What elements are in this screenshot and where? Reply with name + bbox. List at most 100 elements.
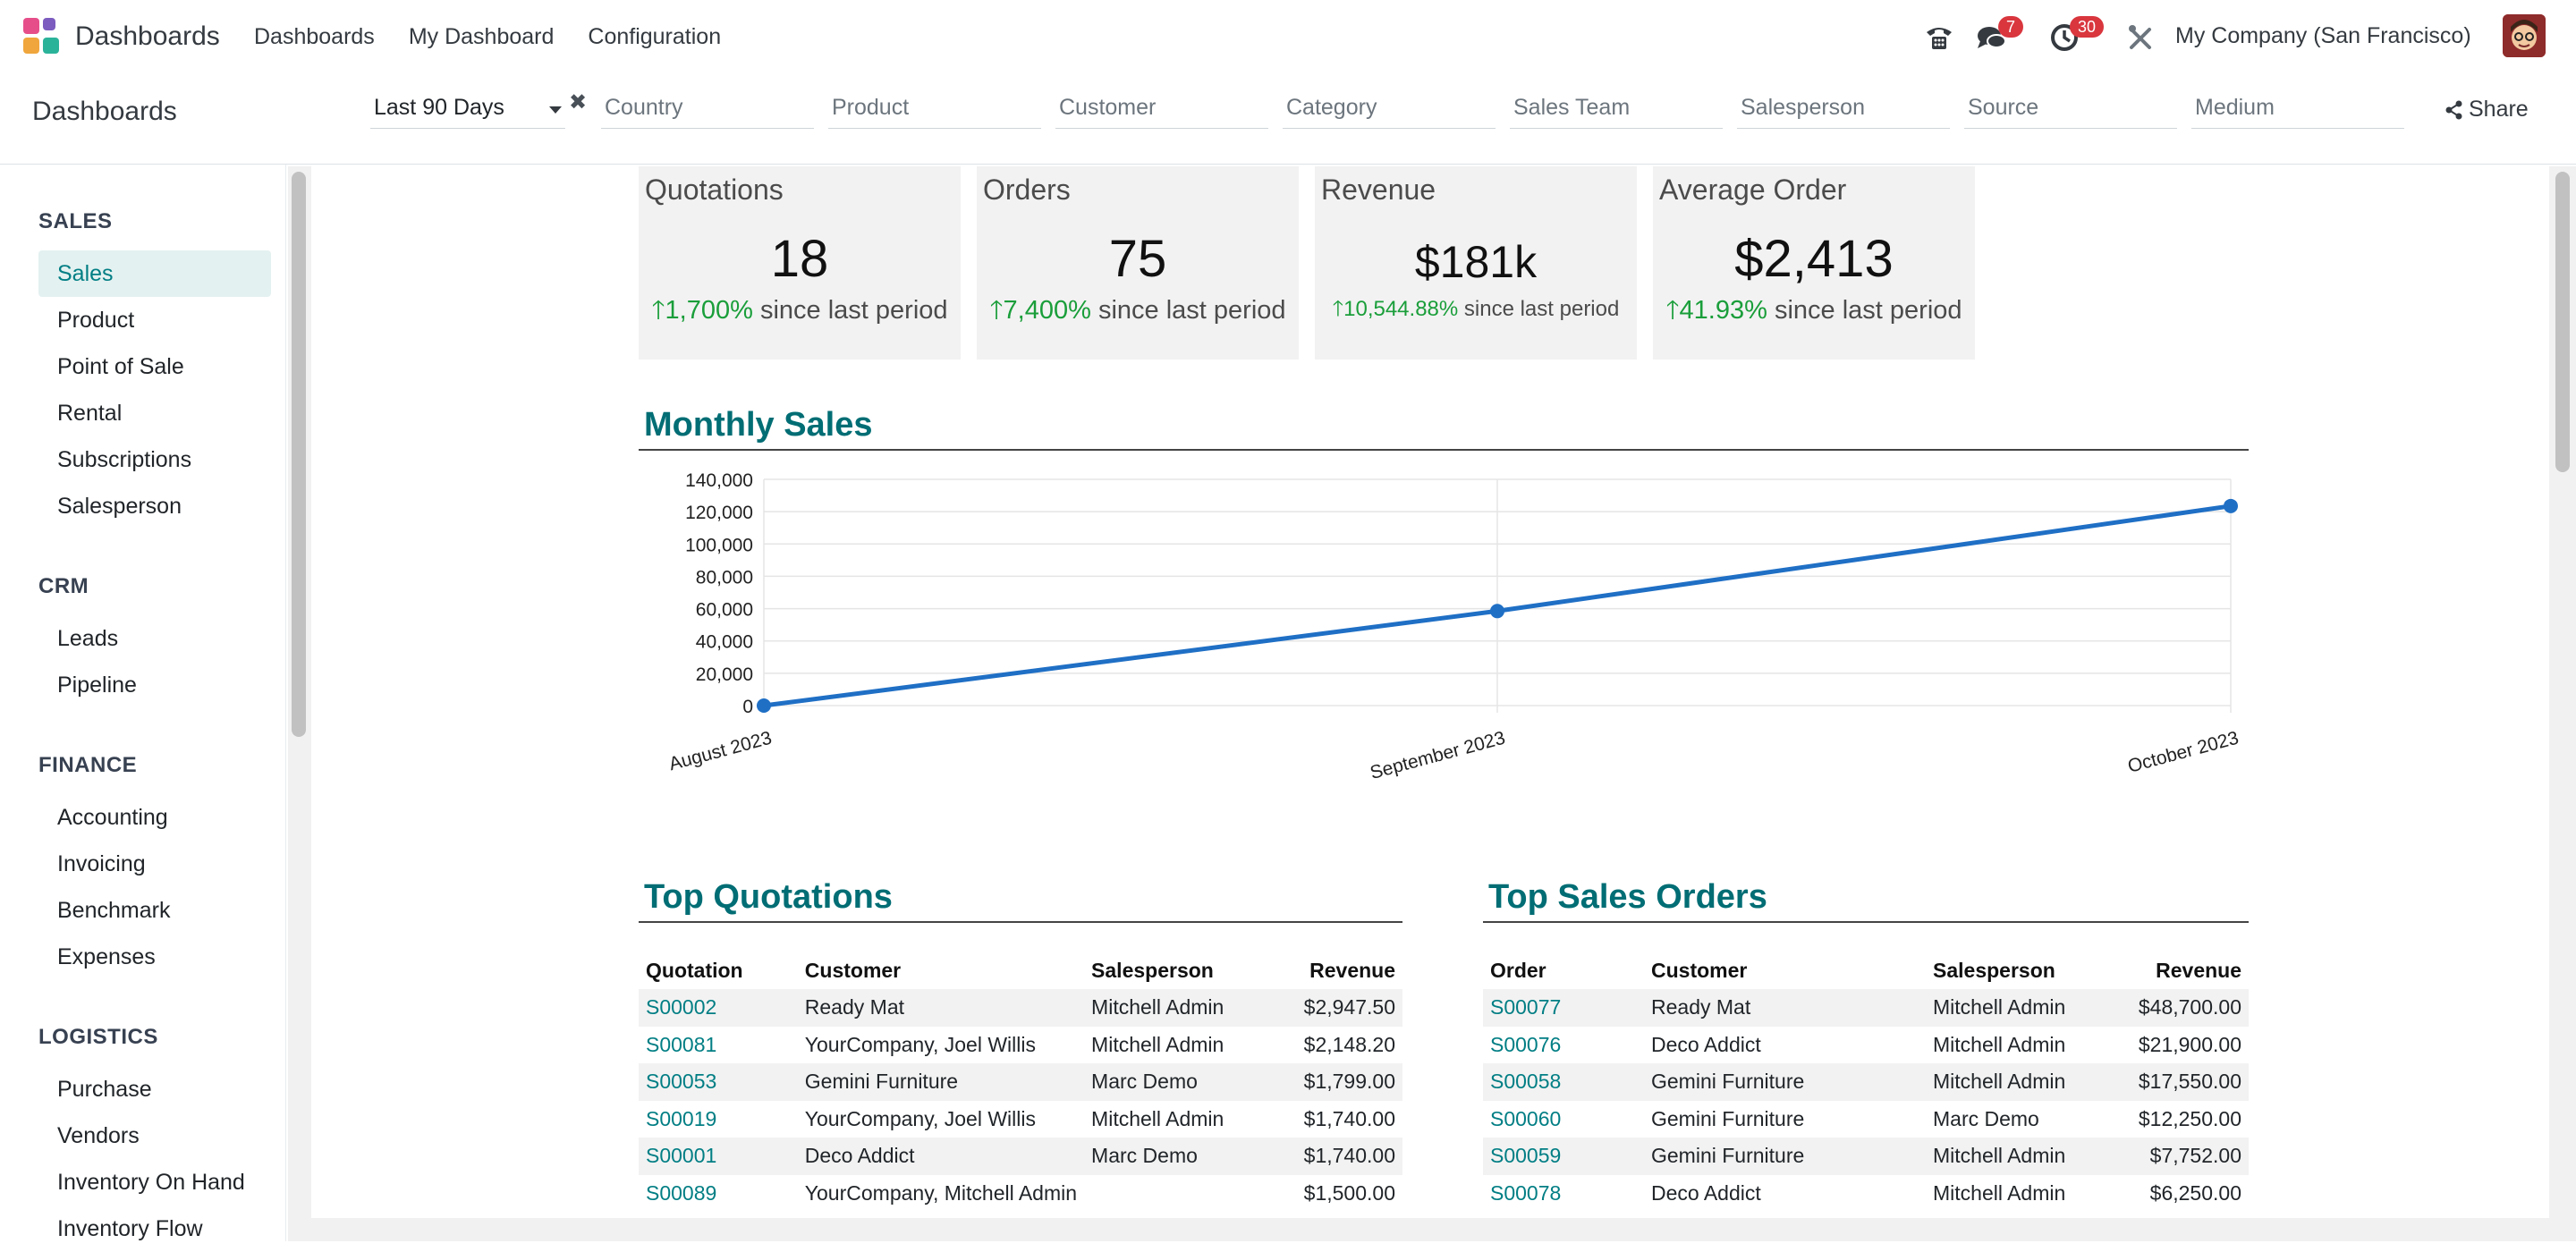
record-link[interactable]: S00053 xyxy=(646,1070,717,1094)
company-switcher[interactable]: My Company (San Francisco) xyxy=(2175,23,2471,48)
sidebar-item-rental[interactable]: Rental xyxy=(57,401,123,426)
record-link[interactable]: S00089 xyxy=(646,1180,717,1205)
clear-date-filter-icon[interactable]: ✖ xyxy=(569,90,588,114)
data-point[interactable] xyxy=(757,698,771,713)
sidebar-scroll-thumb[interactable] xyxy=(292,172,306,737)
tools-icon[interactable] xyxy=(2125,21,2157,54)
horizontal-scrollbar[interactable] xyxy=(311,1218,2576,1241)
reference-cell[interactable]: S00002 xyxy=(639,989,798,1027)
sidebar-scrollbar[interactable] xyxy=(288,166,311,1241)
filter-salesperson[interactable]: Salesperson xyxy=(1737,91,1950,129)
record-link[interactable]: S00059 xyxy=(1490,1144,1562,1168)
reference-cell[interactable]: S00078 xyxy=(1483,1175,1644,1213)
record-link[interactable]: S00002 xyxy=(646,995,717,1019)
reference-cell[interactable]: S00077 xyxy=(1483,989,1644,1027)
date-filter-select[interactable]: Last 90 Days xyxy=(370,91,565,129)
table-row[interactable]: S00089 YourCompany, Mitchell Admin $1,500.… xyxy=(639,1175,1402,1213)
table-row[interactable]: S00002 Ready Mat Mitchell Admin $2,947.50 xyxy=(639,989,1402,1027)
filter-sales-team[interactable]: Sales Team xyxy=(1510,91,1723,129)
table-row[interactable]: S00078 Deco Addict Mitchell Admin $6,250.00 xyxy=(1483,1175,2249,1213)
filter-category[interactable]: Category xyxy=(1283,91,1496,129)
filter-country[interactable]: Country xyxy=(601,91,814,129)
data-point[interactable] xyxy=(2224,498,2238,513)
reference-cell[interactable]: S00059 xyxy=(1483,1138,1644,1175)
menu-configuration[interactable]: Configuration xyxy=(588,24,722,49)
record-link[interactable]: S00001 xyxy=(646,1144,717,1168)
sidebar-item-benchmark[interactable]: Benchmark xyxy=(57,898,171,923)
sidebar-item-invoicing[interactable]: Invoicing xyxy=(57,851,146,876)
reference-cell[interactable]: S00089 xyxy=(639,1175,798,1213)
menu-dashboards[interactable]: Dashboards xyxy=(254,24,375,49)
reference-cell[interactable]: S00058 xyxy=(1483,1063,1644,1101)
reference-cell[interactable]: S00081 xyxy=(639,1027,798,1064)
filter-medium[interactable]: Medium xyxy=(2191,91,2404,129)
table-row[interactable]: S00060 Gemini Furniture Marc Demo $12,250.0… xyxy=(1483,1101,2249,1138)
kpi-average-order[interactable]: Average Order $2,413 🡑41.93% since last … xyxy=(1653,166,1975,360)
kpi-quotations[interactable]: Quotations 18 🡑1,700% since last period xyxy=(639,166,961,360)
record-link[interactable]: S00078 xyxy=(1490,1180,1562,1205)
reference-cell[interactable]: S00060 xyxy=(1483,1101,1644,1138)
table-row[interactable]: S00019 YourCompany, Joel Willis Mitchell A… xyxy=(639,1101,1402,1138)
reference-cell[interactable]: S00001 xyxy=(639,1138,798,1175)
kpi-revenue[interactable]: Revenue $181k 🡑10,544.88% since last per… xyxy=(1315,166,1637,360)
sidebar-item-pipeline[interactable]: Pipeline xyxy=(57,673,137,698)
table-row[interactable]: S00053 Gemini Furniture Marc Demo $1,799.00 xyxy=(639,1063,1402,1101)
sidebar-item-purchase[interactable]: Purchase xyxy=(57,1077,152,1102)
control-panel: Dashboards Last 90 Days ✖ Country Produc… xyxy=(0,73,2576,165)
menu-my-dashboard[interactable]: My Dashboard xyxy=(408,24,555,49)
section-divider xyxy=(1483,921,2249,923)
filter-customer[interactable]: Customer xyxy=(1055,91,1268,129)
clock-icon[interactable] xyxy=(2048,21,2080,54)
column-header[interactable]: Customer xyxy=(1651,958,1748,982)
app-title[interactable]: Dashboards xyxy=(75,21,220,51)
sidebar-item-inventory-on-hand[interactable]: Inventory On Hand xyxy=(57,1170,245,1195)
sidebar-item-inventory-flow[interactable]: Inventory Flow xyxy=(57,1216,203,1241)
app-grid-icon[interactable] xyxy=(23,18,61,55)
sidebar-item-point-of-sale[interactable]: Point of Sale xyxy=(57,354,184,379)
user-avatar[interactable] xyxy=(2503,14,2546,57)
column-header[interactable]: Order xyxy=(1490,958,1546,982)
filter-product[interactable]: Product xyxy=(828,91,1041,129)
kpi-orders[interactable]: Orders 75 🡑7,400% since last period xyxy=(977,166,1299,360)
main-scroll-thumb[interactable] xyxy=(2555,172,2570,472)
monthly-sales-chart[interactable]: 0 20,000 40,000 60,000 80,000 100,000 120,000 1… xyxy=(639,461,2267,801)
record-link[interactable]: S00081 xyxy=(646,1032,717,1056)
filter-source[interactable]: Source xyxy=(1964,91,2177,129)
sidebar-item-expenses[interactable]: Expenses xyxy=(57,944,156,969)
table-row[interactable]: S00077 Ready Mat Mitchell Admin $48,700.00 xyxy=(1483,989,2249,1027)
sidebar-item-vendors[interactable]: Vendors xyxy=(57,1123,140,1148)
sidebar-item-sales[interactable]: Sales xyxy=(38,250,271,297)
record-link[interactable]: S00058 xyxy=(1490,1070,1562,1094)
reference-cell[interactable]: S00053 xyxy=(639,1063,798,1101)
sidebar: SALES Sales Product Point of Sale Rental… xyxy=(0,165,286,1241)
record-link[interactable]: S00077 xyxy=(1490,995,1562,1019)
record-link[interactable]: S00019 xyxy=(646,1106,717,1130)
column-header[interactable]: Salesperson xyxy=(1933,958,2055,982)
column-header[interactable]: Revenue xyxy=(2156,958,2241,982)
data-point[interactable] xyxy=(1490,604,1504,619)
table-row[interactable]: S00081 YourCompany, Joel Willis Mitchell A… xyxy=(639,1027,1402,1064)
phone-icon[interactable] xyxy=(1923,21,1955,54)
record-link[interactable]: S00076 xyxy=(1490,1032,1562,1056)
column-header[interactable]: Quotation xyxy=(646,958,743,982)
main-scrollbar[interactable] xyxy=(2549,166,2576,1218)
x-tick-label: August 2023 xyxy=(666,728,774,775)
table-row[interactable]: S00059 Gemini Furniture Mitchell Admin $7,7… xyxy=(1483,1138,2249,1175)
chat-icon[interactable] xyxy=(1975,21,2007,54)
reference-cell[interactable]: S00019 xyxy=(639,1101,798,1138)
column-header[interactable]: Revenue xyxy=(1309,958,1395,982)
table-row[interactable]: S00076 Deco Addict Mitchell Admin $21,900.0… xyxy=(1483,1027,2249,1064)
sidebar-item-salesperson[interactable]: Salesperson xyxy=(57,494,182,519)
table-row[interactable]: S00058 Gemini Furniture Mitchell Admin $17,… xyxy=(1483,1063,2249,1101)
column-header[interactable]: Salesperson xyxy=(1091,958,1214,982)
column-header[interactable]: Customer xyxy=(804,958,902,982)
table-row[interactable]: S00001 Deco Addict Marc Demo $1,740.00 xyxy=(639,1138,1402,1175)
reference-cell[interactable]: S00076 xyxy=(1483,1027,1644,1064)
sidebar-item-subscriptions[interactable]: Subscriptions xyxy=(57,447,192,472)
share-button[interactable]: Share xyxy=(2445,97,2529,123)
record-link[interactable]: S00060 xyxy=(1490,1106,1562,1130)
sidebar-item-product[interactable]: Product xyxy=(57,308,135,333)
sidebar-item-leads[interactable]: Leads xyxy=(57,626,119,651)
breadcrumb: Dashboards xyxy=(32,97,177,126)
sidebar-item-accounting[interactable]: Accounting xyxy=(57,805,168,830)
